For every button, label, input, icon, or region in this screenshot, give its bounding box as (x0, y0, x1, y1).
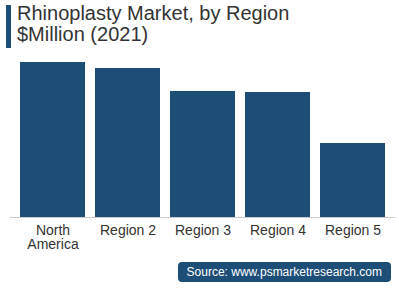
svg-text:Region 2: Region 2 (100, 222, 156, 238)
svg-text:Region 4: Region 4 (250, 222, 306, 238)
html-text:Rhinoplasty Market, by Region: Rhinoplasty Market, by Region $Million (… (17, 2, 290, 45)
html-text:Source: www.psmarketresearch.c: Source: www.psmarketresearch.com (186, 265, 382, 279)
svg-text:Region 3: Region 3 (175, 222, 231, 238)
svg-text:NorthAmerica: NorthAmerica (27, 222, 79, 252)
svg-text:Region 5: Region 5 (325, 222, 381, 238)
